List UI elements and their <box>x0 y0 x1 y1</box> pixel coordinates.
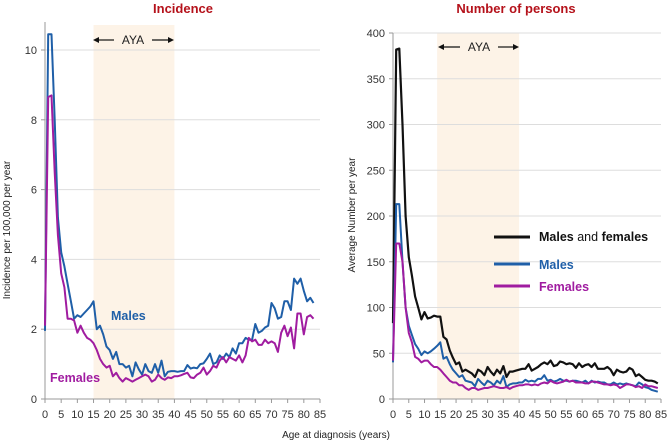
legend: Males and females Males Females <box>494 230 648 294</box>
y-tick-label: 250 <box>367 165 385 177</box>
y-tick-label: 10 <box>25 45 37 57</box>
legend-item-females: Females <box>494 280 589 294</box>
y-tick-label: 8 <box>31 115 37 127</box>
x-tick-label: 40 <box>168 409 180 421</box>
y-tick-label: 100 <box>367 303 385 315</box>
chart-title: Number of persons <box>456 1 575 16</box>
x-tick-label: 65 <box>249 409 261 421</box>
x-tick-label: 10 <box>71 409 83 421</box>
arrow-right-icon <box>168 37 174 43</box>
x-tick-label: 10 <box>418 409 430 421</box>
males-annotation: Males <box>111 309 146 323</box>
x-tick-label: 55 <box>217 409 229 421</box>
legend-bold-1: Males <box>539 230 574 244</box>
legend-label: Females <box>539 280 589 294</box>
series-lines <box>391 47 659 393</box>
aya-label: AYA <box>468 40 490 54</box>
x-tick-label: 80 <box>298 409 310 421</box>
y-tick-label: 150 <box>367 257 385 269</box>
x-tick-label: 30 <box>136 409 148 421</box>
x-tick-label: 85 <box>314 409 326 421</box>
arrow-left-icon <box>438 44 444 50</box>
y-tick-label: 2 <box>31 324 37 336</box>
arrow-right-icon <box>513 44 519 50</box>
y-tick-label: 350 <box>367 74 385 86</box>
x-axis-label: Age at diagnosis (years) <box>282 430 390 441</box>
x-tick-label: 40 <box>513 409 525 421</box>
legend-bold-2: females <box>602 230 649 244</box>
x-tick-label: 75 <box>623 409 635 421</box>
x-tick-label: 5 <box>58 409 64 421</box>
legend-label: Males <box>539 258 574 272</box>
x-tick-label: 25 <box>466 409 478 421</box>
y-tick-label: 4 <box>31 254 37 266</box>
series-line-females <box>44 94 315 383</box>
x-tick-label: 20 <box>104 409 116 421</box>
x-tick-label: 45 <box>529 409 541 421</box>
x-tick-label: 25 <box>120 409 132 421</box>
y-axis-label: Average Number per year <box>347 157 358 273</box>
arrow-left-icon <box>93 37 99 43</box>
aya-band <box>93 25 175 399</box>
x-tick-label: 75 <box>282 409 294 421</box>
x-tick-label: 0 <box>390 409 396 421</box>
legend-mid: and <box>574 230 602 244</box>
incidence-chart: 0 5 10 15 20 25 30 35 40 45 50 55 60 65 70 75 80 85 02468… <box>2 1 326 421</box>
x-tick-label: 15 <box>434 409 446 421</box>
series-line-males <box>392 203 659 393</box>
aya-annotation: AYA <box>438 40 519 54</box>
y-tick-label: 50 <box>373 348 385 360</box>
chart-title: Incidence <box>153 1 213 16</box>
legend-item-both: Males and females <box>494 230 648 244</box>
x-tick-label: 15 <box>87 409 99 421</box>
series-line-both <box>391 47 659 385</box>
gridlines <box>45 49 320 330</box>
x-tick-label: 70 <box>265 409 277 421</box>
x-ticks: 0 5 10 15 20 25 30 35 40 45 50 55 60 65 70 75 80 85 <box>390 399 667 421</box>
series-line-males <box>44 33 315 378</box>
y-ticks: 0 50 100 150 200 250 300 350 400 <box>367 28 393 406</box>
x-tick-label: 50 <box>545 409 557 421</box>
x-tick-label: 35 <box>497 409 509 421</box>
x-tick-label: 45 <box>184 409 196 421</box>
y-tick-label: 200 <box>367 211 385 223</box>
x-tick-label: 70 <box>608 409 620 421</box>
y-tick-label: 0 <box>379 394 385 406</box>
y-ticks: 0 2 4 6 8 10 <box>25 45 45 406</box>
series-line-females <box>392 242 659 391</box>
y-tick-label: 400 <box>367 28 385 40</box>
x-tick-label: 80 <box>639 409 651 421</box>
aya-annotation: AYA <box>93 33 174 47</box>
x-tick-label: 55 <box>560 409 572 421</box>
x-tick-label: 30 <box>481 409 493 421</box>
y-tick-label: 0 <box>31 394 37 406</box>
legend-label: Males and females <box>539 230 648 244</box>
x-tick-label: 60 <box>576 409 588 421</box>
x-tick-label: 20 <box>450 409 462 421</box>
x-tick-label: 35 <box>152 409 164 421</box>
y-tick-label: 6 <box>31 185 37 197</box>
x-tick-label: 50 <box>201 409 213 421</box>
x-tick-label: 60 <box>233 409 245 421</box>
aya-label: AYA <box>122 33 144 47</box>
x-tick-label: 0 <box>42 409 48 421</box>
x-tick-label: 65 <box>592 409 604 421</box>
number-of-persons-chart: 0 5 10 15 20 25 30 35 40 45 50 55 60 65 70 75 80 85 05010… <box>347 1 667 421</box>
x-tick-label: 85 <box>655 409 667 421</box>
x-ticks: 0 5 10 15 20 25 30 35 40 45 50 55 60 65 70 75 80 85 <box>42 399 326 421</box>
females-annotation: Females <box>50 371 100 385</box>
series-lines <box>44 33 315 383</box>
y-axis-label: Incidence per 100,000 per year <box>2 160 13 299</box>
legend-item-males: Males <box>494 258 574 272</box>
x-tick-label: 5 <box>406 409 412 421</box>
gridlines <box>393 32 661 354</box>
y-tick-label: 300 <box>367 120 385 132</box>
